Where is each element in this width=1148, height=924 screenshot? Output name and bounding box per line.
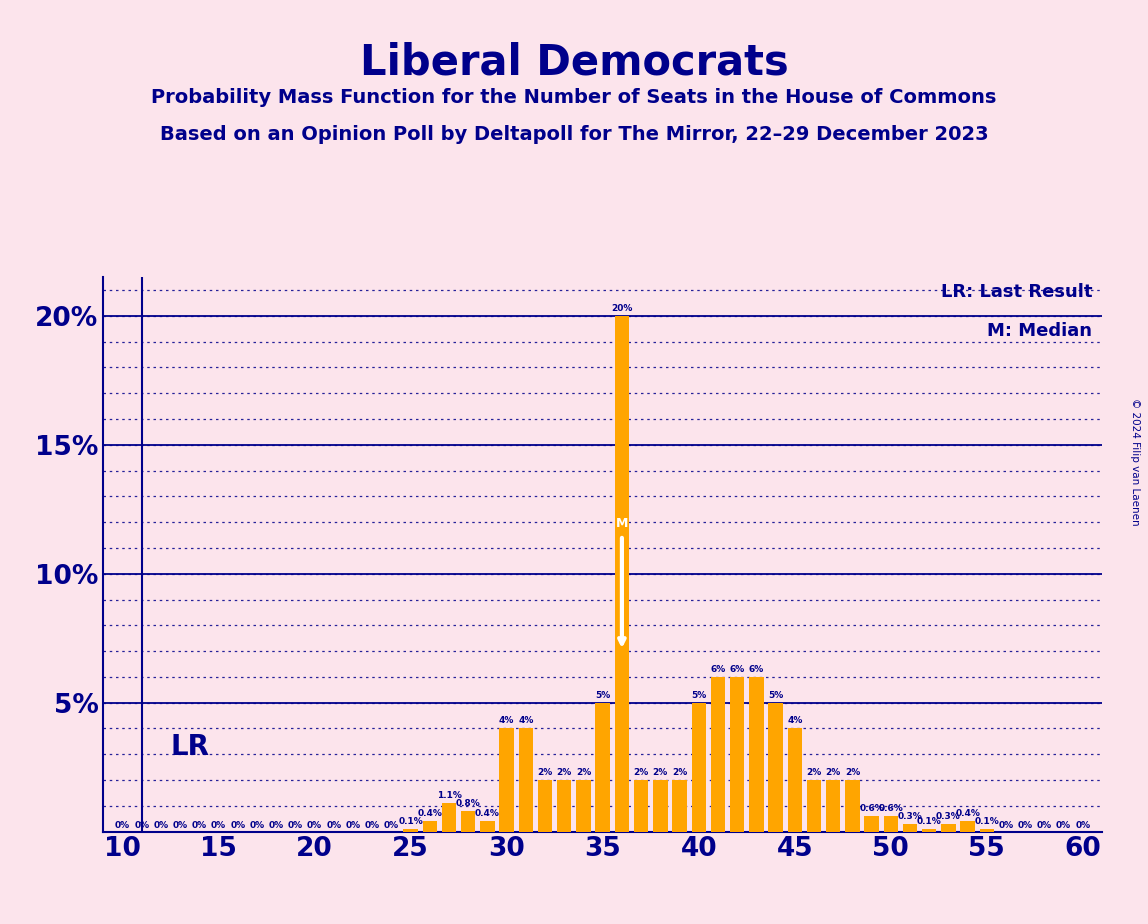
Text: 2%: 2% [557,768,572,777]
Bar [403,829,418,832]
Text: 0%: 0% [365,821,380,830]
Bar [961,821,975,832]
Text: Liberal Democrats: Liberal Democrats [359,42,789,83]
Bar [711,677,726,832]
Bar [691,702,706,832]
Text: 0.4%: 0.4% [475,809,499,818]
Bar [884,816,898,832]
Text: © 2024 Filip van Laenen: © 2024 Filip van Laenen [1130,398,1140,526]
Text: 4%: 4% [499,716,514,725]
Text: 2%: 2% [634,768,649,777]
Bar [461,811,475,832]
Text: 0.3%: 0.3% [898,812,922,821]
Text: 5%: 5% [595,690,611,699]
Bar [557,780,572,832]
Bar [979,829,994,832]
Text: 0%: 0% [154,821,169,830]
Text: 6%: 6% [748,664,763,674]
Text: 2%: 2% [576,768,591,777]
Bar [480,821,495,832]
Bar [499,728,514,832]
Bar [922,829,937,832]
Text: 5%: 5% [691,690,706,699]
Text: 0.6%: 0.6% [859,804,884,813]
Text: 0.4%: 0.4% [418,809,442,818]
Text: 2%: 2% [845,768,860,777]
Text: 0%: 0% [346,821,360,830]
Text: 0%: 0% [999,821,1014,830]
Text: 4%: 4% [788,716,802,725]
Text: 0%: 0% [288,821,303,830]
Text: 20%: 20% [611,304,633,313]
Text: 2%: 2% [825,768,840,777]
Text: 0.1%: 0.1% [398,817,422,826]
Text: 2%: 2% [537,768,552,777]
Text: 0%: 0% [1076,821,1091,830]
Text: 0%: 0% [383,821,400,830]
Text: 2%: 2% [653,768,668,777]
Bar [941,824,955,832]
Text: Probability Mass Function for the Number of Seats in the House of Commons: Probability Mass Function for the Number… [152,88,996,107]
Bar [576,780,591,832]
Text: M: Median: M: Median [987,322,1092,339]
Text: 0.3%: 0.3% [936,812,961,821]
Text: 4%: 4% [518,716,534,725]
Text: 2%: 2% [806,768,822,777]
Text: 0%: 0% [115,821,130,830]
Text: 0%: 0% [1037,821,1052,830]
Text: 0%: 0% [172,821,188,830]
Bar [730,677,744,832]
Text: 0.1%: 0.1% [975,817,999,826]
Text: 0%: 0% [192,821,207,830]
Text: 0.4%: 0.4% [955,809,980,818]
Bar [825,780,840,832]
Text: 0%: 0% [269,821,284,830]
Text: LR: LR [171,733,210,760]
Text: 0%: 0% [134,821,149,830]
Bar [538,780,552,832]
Text: 5%: 5% [768,690,783,699]
Text: 0.8%: 0.8% [456,799,481,808]
Text: 0%: 0% [211,821,226,830]
Text: 0%: 0% [1056,821,1071,830]
Text: 6%: 6% [711,664,726,674]
Bar [788,728,802,832]
Bar [519,728,533,832]
Text: 0%: 0% [249,821,264,830]
Bar [634,780,649,832]
Text: 6%: 6% [729,664,745,674]
Text: 2%: 2% [672,768,688,777]
Text: 0%: 0% [1017,821,1033,830]
Bar [653,780,667,832]
Bar [614,316,629,832]
Bar [768,702,783,832]
Text: 0%: 0% [307,821,323,830]
Bar [750,677,763,832]
Bar [596,702,610,832]
Text: 0%: 0% [326,821,341,830]
Text: M: M [615,517,628,529]
Text: 0.6%: 0.6% [878,804,903,813]
Text: 0.1%: 0.1% [917,817,941,826]
Text: 0%: 0% [231,821,246,830]
Text: LR: Last Result: LR: Last Result [940,283,1092,300]
Bar [673,780,687,832]
Bar [807,780,821,832]
Text: 1.1%: 1.1% [436,791,461,800]
Bar [845,780,860,832]
Bar [442,803,456,832]
Bar [902,824,917,832]
Bar [864,816,879,832]
Bar [422,821,437,832]
Text: Based on an Opinion Poll by Deltapoll for The Mirror, 22–29 December 2023: Based on an Opinion Poll by Deltapoll fo… [160,125,988,144]
